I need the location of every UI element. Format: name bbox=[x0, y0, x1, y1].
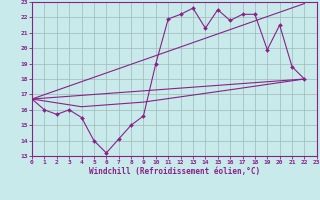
X-axis label: Windchill (Refroidissement éolien,°C): Windchill (Refroidissement éolien,°C) bbox=[89, 167, 260, 176]
